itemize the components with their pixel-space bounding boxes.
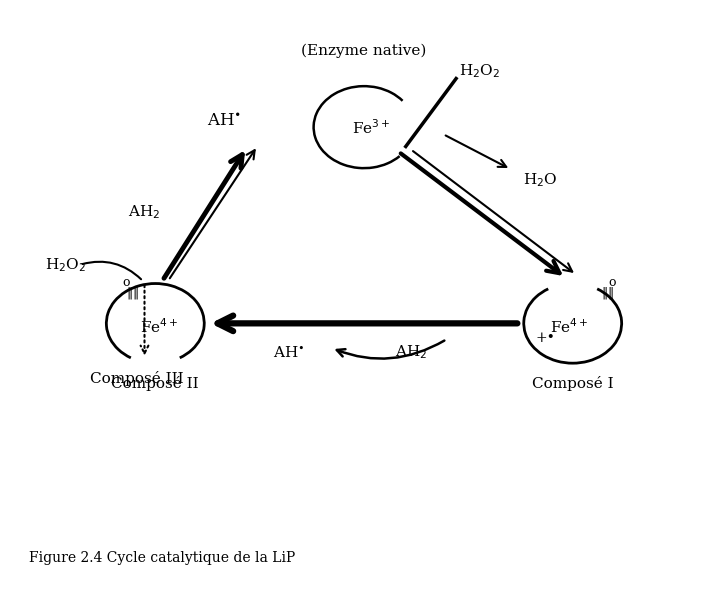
Text: AH$^{\bullet}$: AH$^{\bullet}$ xyxy=(207,113,241,130)
Text: Composé III: Composé III xyxy=(90,371,184,387)
Text: o: o xyxy=(609,276,616,289)
Text: Figure 2.4 Cycle catalytique de la LiP: Figure 2.4 Cycle catalytique de la LiP xyxy=(29,551,296,565)
Text: Fe$^{4+}$: Fe$^{4+}$ xyxy=(550,317,588,336)
FancyArrowPatch shape xyxy=(141,285,149,353)
Text: Fe$^{4+}$: Fe$^{4+}$ xyxy=(140,317,178,336)
Text: +•: +• xyxy=(535,331,555,345)
Text: (Enzyme native): (Enzyme native) xyxy=(301,44,427,58)
Text: H$_2$O$_2$: H$_2$O$_2$ xyxy=(45,256,86,274)
Text: AH$^{\bullet}$: AH$^{\bullet}$ xyxy=(273,345,304,361)
Text: Composé II: Composé II xyxy=(111,376,199,391)
FancyArrowPatch shape xyxy=(337,340,444,359)
Text: H$_2$O: H$_2$O xyxy=(523,171,558,189)
Text: AH$_2$: AH$_2$ xyxy=(128,203,161,221)
Text: Fe$^{3+}$: Fe$^{3+}$ xyxy=(352,118,390,137)
Text: o: o xyxy=(123,276,130,289)
Text: $\|\|$: $\|\|$ xyxy=(601,285,614,301)
Text: AH$_2$: AH$_2$ xyxy=(395,344,427,362)
Text: Composé I: Composé I xyxy=(532,376,614,391)
Text: H$_2$O$_2$: H$_2$O$_2$ xyxy=(459,63,499,80)
Text: $\|\|$: $\|\|$ xyxy=(126,285,139,301)
